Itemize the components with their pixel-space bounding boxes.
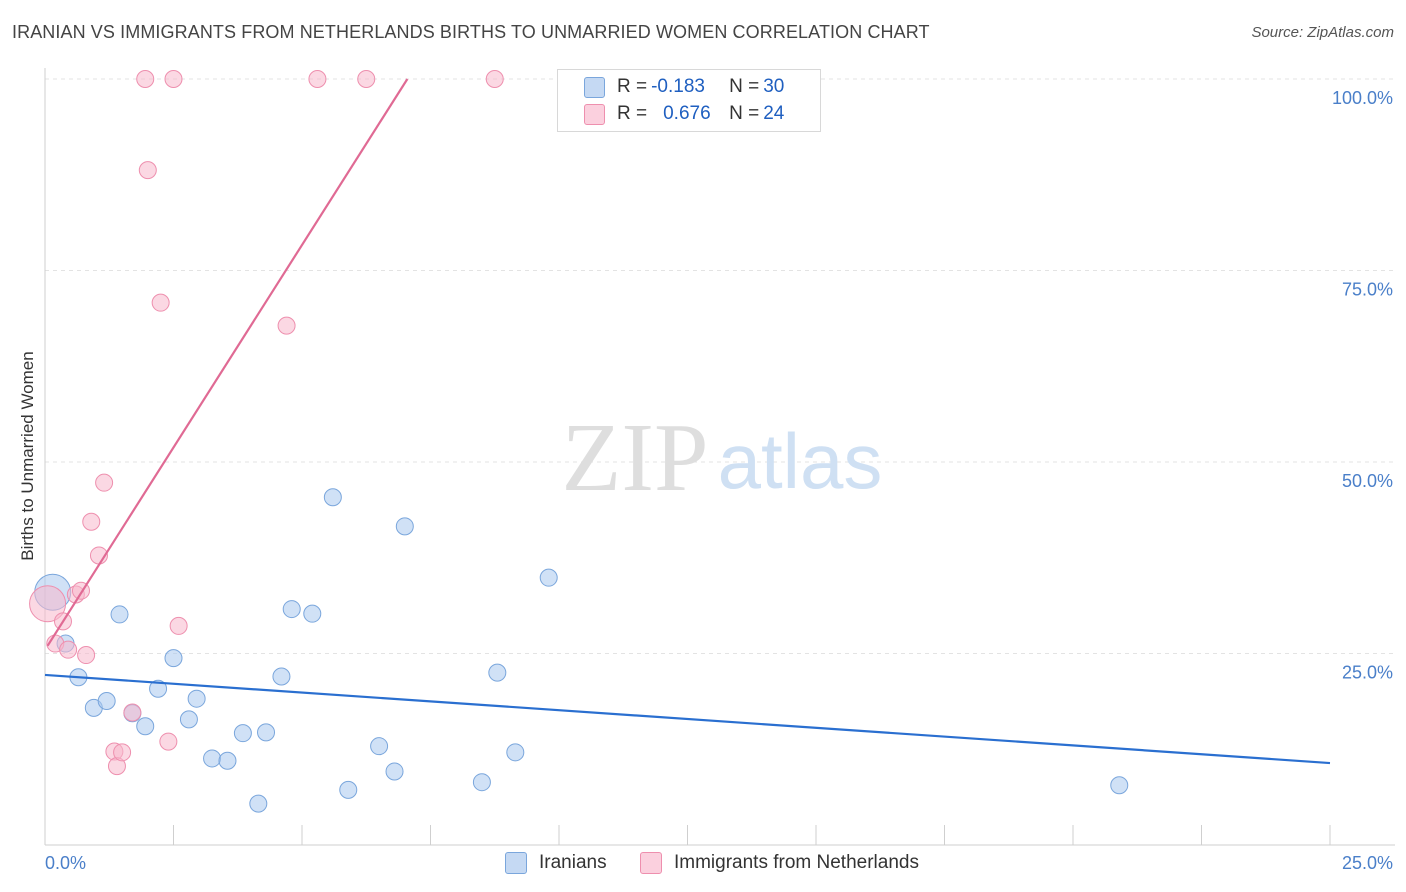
legend-r-value: 0.676 xyxy=(663,103,711,124)
data-point-iranians xyxy=(303,604,322,623)
series-legend-iranians: Iranians xyxy=(505,852,607,874)
data-point-iranians xyxy=(488,663,507,682)
source-label: Source: ZipAtlas.com xyxy=(1251,24,1394,41)
data-point-iranians xyxy=(136,717,155,736)
series-legend-netherlands: Immigrants from Netherlands xyxy=(640,852,919,874)
data-point-iranians xyxy=(385,762,404,781)
legend-r-value: -0.183 xyxy=(651,76,705,97)
data-point-netherlands xyxy=(159,732,178,751)
y-tick-label: 100.0% xyxy=(1332,88,1393,108)
series-swatch-netherlands xyxy=(640,852,662,874)
data-point-iranians xyxy=(187,689,206,708)
data-point-netherlands xyxy=(82,512,101,531)
data-point-iranians xyxy=(1110,776,1129,795)
legend-row-iranians: R = -0.183 N = 30 xyxy=(584,74,784,100)
legend-row-netherlands: R = 0.676 N = 24 xyxy=(584,101,784,127)
data-point-netherlands xyxy=(123,703,142,722)
data-point-iranians xyxy=(506,743,525,762)
series-swatch-iranians xyxy=(505,852,527,874)
data-point-iranians xyxy=(233,724,252,743)
data-point-netherlands xyxy=(485,70,504,88)
data-point-iranians xyxy=(218,751,237,770)
data-point-netherlands xyxy=(308,70,327,88)
data-point-netherlands xyxy=(151,293,170,312)
data-point-iranians xyxy=(282,600,301,619)
y-tick-label: 75.0% xyxy=(1342,280,1393,300)
data-point-netherlands xyxy=(169,616,188,635)
y-tick-label: 25.0% xyxy=(1342,663,1393,683)
data-point-netherlands xyxy=(357,70,376,88)
legend-r-label: R = xyxy=(617,103,648,124)
legend-n-value: 24 xyxy=(763,103,785,124)
legend-n-value: 30 xyxy=(763,76,785,97)
legend-n-label: N = xyxy=(729,103,760,124)
data-point-iranians xyxy=(179,710,198,729)
data-point-iranians xyxy=(249,794,268,813)
data-point-netherlands xyxy=(138,161,157,180)
series-label-iranians: Iranians xyxy=(539,852,607,873)
data-point-iranians xyxy=(539,568,558,587)
watermark-atlas: atlas xyxy=(718,417,883,505)
series-legend: Iranians Immigrants from Netherlands xyxy=(0,852,1406,876)
data-point-iranians xyxy=(149,679,168,698)
chart-title: IRANIAN VS IMMIGRANTS FROM NETHERLANDS B… xyxy=(12,22,930,42)
data-point-netherlands xyxy=(95,473,114,492)
y-tick-label: 50.0% xyxy=(1342,471,1393,491)
series-label-netherlands: Immigrants from Netherlands xyxy=(674,852,919,873)
data-point-iranians xyxy=(164,649,183,668)
data-point-netherlands xyxy=(77,646,96,665)
data-point-iranians xyxy=(110,605,129,624)
data-point-iranians xyxy=(257,723,276,742)
correlation-legend: R = -0.183 N = 30 R = 0.676 N = 24 xyxy=(557,69,821,132)
data-point-netherlands xyxy=(113,743,132,762)
data-point-iranians xyxy=(203,749,222,768)
data-point-iranians xyxy=(472,773,491,792)
data-point-iranians xyxy=(272,667,291,686)
legend-swatch-netherlands xyxy=(584,103,605,125)
data-point-iranians xyxy=(339,780,358,799)
data-point-netherlands xyxy=(59,640,78,659)
data-point-netherlands xyxy=(164,70,183,88)
trend-line-iranians xyxy=(44,673,1331,765)
legend-swatch-iranians xyxy=(584,76,605,98)
data-point-netherlands xyxy=(277,316,296,335)
legend-r-label: R = xyxy=(617,76,648,97)
data-point-netherlands xyxy=(136,70,155,88)
data-point-iranians xyxy=(323,488,342,507)
x-tick-label: 25.0% xyxy=(1342,853,1393,873)
data-point-iranians xyxy=(370,737,389,756)
data-point-netherlands xyxy=(29,585,67,623)
trend-line-netherlands xyxy=(46,78,409,647)
data-point-iranians xyxy=(97,691,116,710)
x-tick-label: 0.0% xyxy=(45,853,86,873)
data-point-iranians xyxy=(395,517,414,536)
legend-n-label: N = xyxy=(729,76,760,97)
watermark-zip: ZIP xyxy=(562,404,709,512)
